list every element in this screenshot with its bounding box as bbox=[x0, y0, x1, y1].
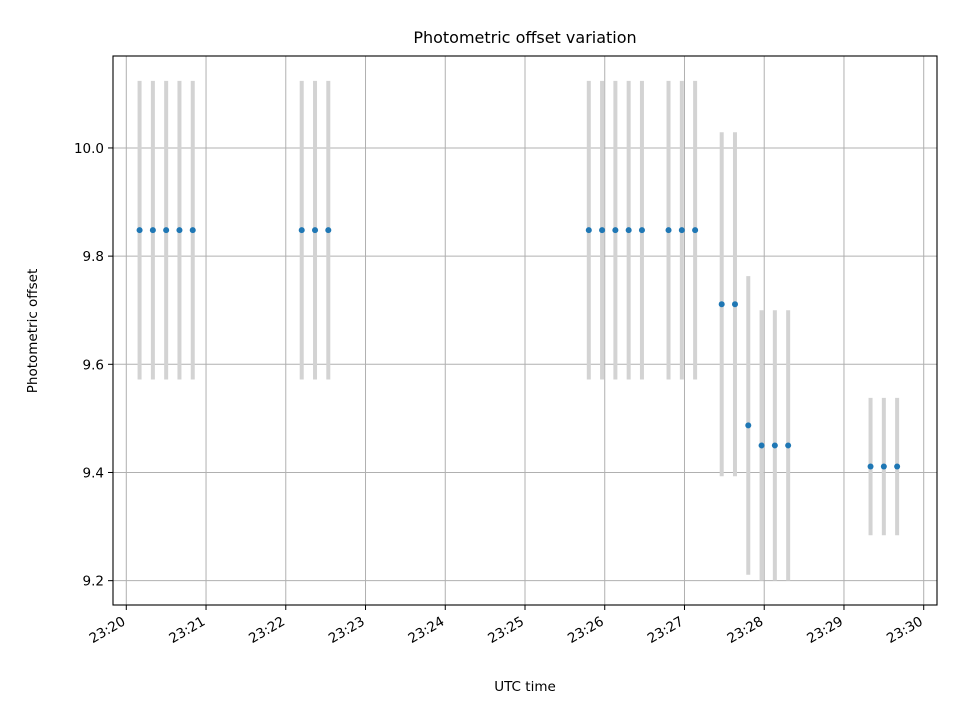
data-point bbox=[638, 227, 645, 234]
data-point bbox=[718, 301, 725, 308]
data-point bbox=[149, 227, 156, 234]
grid bbox=[113, 56, 937, 605]
y-axis-label: Photometric offset bbox=[25, 269, 41, 393]
data-point bbox=[163, 227, 170, 234]
x-axis-label: UTC time bbox=[494, 679, 556, 695]
data-point bbox=[585, 227, 592, 234]
data-point bbox=[692, 227, 699, 234]
data-point bbox=[625, 227, 632, 234]
data-point bbox=[678, 227, 685, 234]
data-point bbox=[176, 227, 183, 234]
data-point bbox=[665, 227, 672, 234]
y-tick-label: 9.8 bbox=[83, 249, 104, 265]
data-point bbox=[325, 227, 332, 234]
data-point bbox=[894, 463, 901, 470]
data-point bbox=[745, 422, 752, 429]
data-point bbox=[771, 442, 778, 449]
data-point bbox=[312, 227, 319, 234]
chart-title: Photometric offset variation bbox=[413, 28, 636, 47]
data-point bbox=[758, 442, 765, 449]
data-point bbox=[785, 442, 792, 449]
data-point bbox=[298, 227, 305, 234]
data-point bbox=[599, 227, 606, 234]
data-point bbox=[731, 301, 738, 308]
data-point bbox=[189, 227, 196, 234]
data-point bbox=[880, 463, 887, 470]
y-axis: 9.2 9.4 9.6 9.8 10.0 bbox=[74, 141, 113, 590]
y-tick-label: 9.6 bbox=[83, 357, 104, 373]
data-point bbox=[612, 227, 619, 234]
y-tick-label: 10.0 bbox=[74, 141, 104, 157]
data-points bbox=[136, 227, 901, 470]
data-point bbox=[136, 227, 143, 234]
y-tick-label: 9.2 bbox=[83, 574, 104, 590]
y-tick-label: 9.4 bbox=[83, 465, 104, 481]
data-point bbox=[867, 463, 874, 470]
